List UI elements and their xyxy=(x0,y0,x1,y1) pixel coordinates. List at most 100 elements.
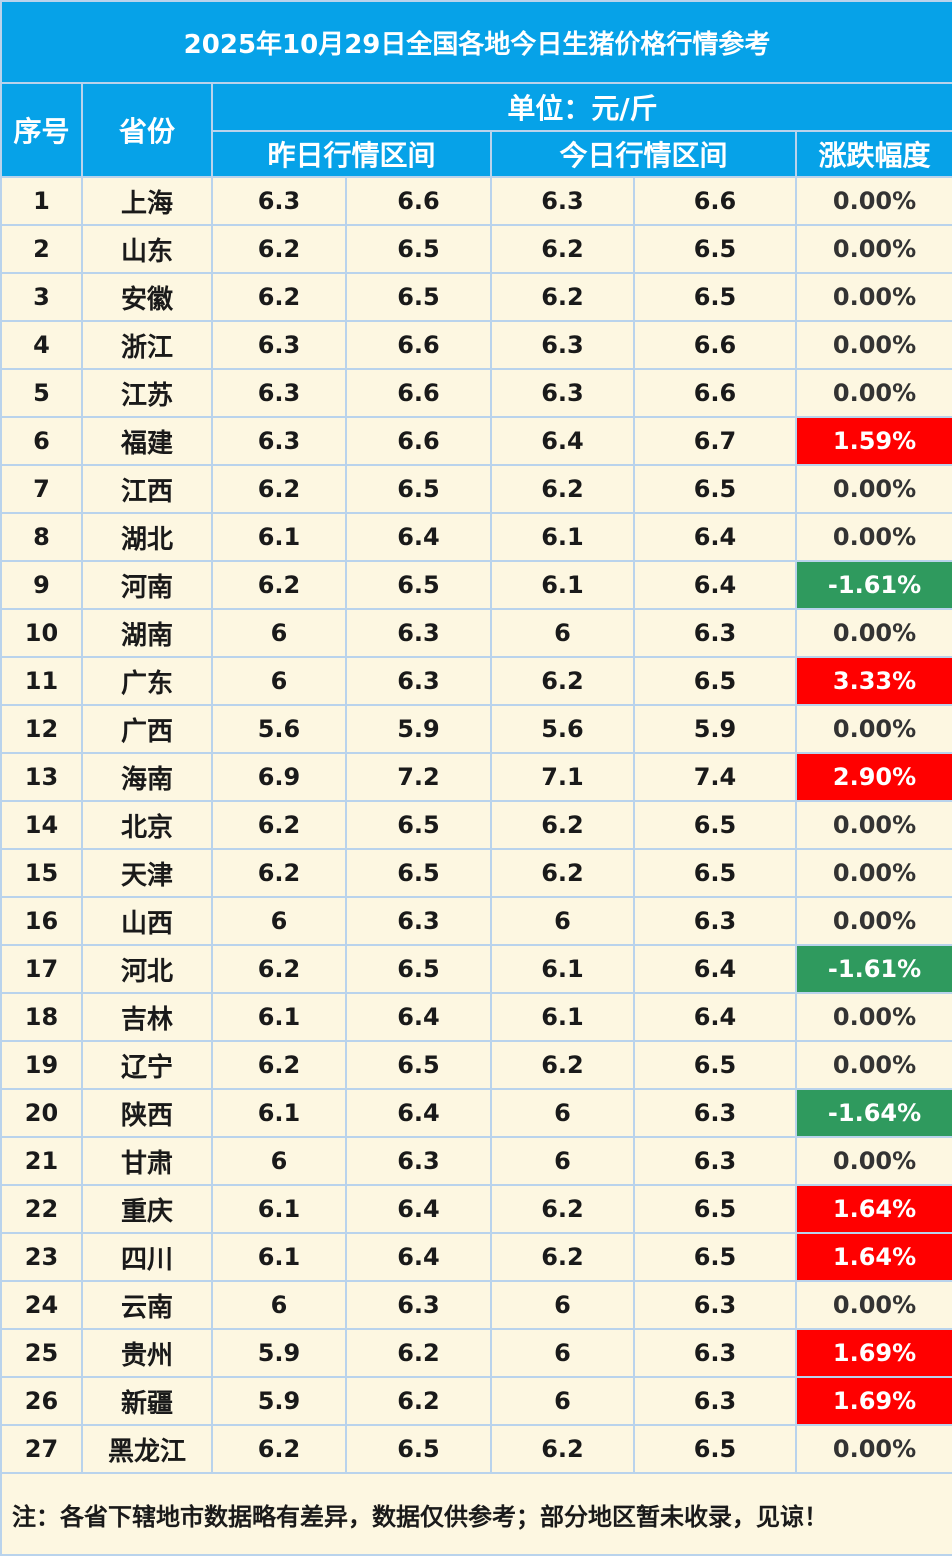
cell-province: 湖南 xyxy=(81,608,213,658)
cell-province: 河南 xyxy=(81,560,213,610)
cell-province: 黑龙江 xyxy=(81,1424,213,1474)
cell-change: 1.69% xyxy=(794,1376,952,1426)
cell-yesterday-high: 6.2 xyxy=(345,1328,492,1378)
cell-yesterday-low: 6.2 xyxy=(211,848,347,898)
cell-yesterday-high: 6.5 xyxy=(345,224,492,274)
cell-yesterday-high: 6.6 xyxy=(345,368,492,418)
cell-change: 0.00% xyxy=(794,464,952,514)
cell-change: 0.00% xyxy=(794,512,952,562)
cell-today-low: 6.2 xyxy=(490,464,635,514)
table-row: 24 云南 6 6.3 6 6.3 0.00% xyxy=(0,1280,952,1330)
cell-yesterday-high: 6.4 xyxy=(345,992,492,1042)
cell-yesterday-high: 6.5 xyxy=(345,800,492,850)
cell-yesterday-high: 6.3 xyxy=(345,1280,492,1330)
cell-province: 河北 xyxy=(81,944,213,994)
cell-today-low: 7.1 xyxy=(490,752,635,802)
table-row: 4 浙江 6.3 6.6 6.3 6.6 0.00% xyxy=(0,320,952,370)
cell-yesterday-high: 6.5 xyxy=(345,1424,492,1474)
table-row: 11 广东 6 6.3 6.2 6.5 3.33% xyxy=(0,656,952,706)
cell-index: 15 xyxy=(0,848,83,898)
cell-change: 0.00% xyxy=(794,896,952,946)
cell-province: 北京 xyxy=(81,800,213,850)
cell-today-high: 7.4 xyxy=(633,752,797,802)
cell-index: 3 xyxy=(0,272,83,322)
cell-today-high: 6.3 xyxy=(633,1280,797,1330)
cell-yesterday-low: 6.9 xyxy=(211,752,347,802)
table-row: 7 江西 6.2 6.5 6.2 6.5 0.00% xyxy=(0,464,952,514)
table-row: 15 天津 6.2 6.5 6.2 6.5 0.00% xyxy=(0,848,952,898)
cell-province: 海南 xyxy=(81,752,213,802)
cell-province: 广东 xyxy=(81,656,213,706)
cell-change: 0.00% xyxy=(794,704,952,754)
cell-change: 0.00% xyxy=(794,368,952,418)
cell-today-high: 6.4 xyxy=(633,512,797,562)
cell-today-low: 6 xyxy=(490,1136,635,1186)
cell-index: 25 xyxy=(0,1328,83,1378)
cell-change: -1.61% xyxy=(794,944,952,994)
cell-today-high: 6.5 xyxy=(633,1184,797,1234)
cell-yesterday-low: 6 xyxy=(211,656,347,706)
cell-yesterday-low: 6 xyxy=(211,1136,347,1186)
cell-province: 甘肃 xyxy=(81,1136,213,1186)
cell-today-low: 6.3 xyxy=(490,176,635,226)
cell-province: 山东 xyxy=(81,224,213,274)
cell-yesterday-high: 6.5 xyxy=(345,848,492,898)
cell-today-low: 5.6 xyxy=(490,704,635,754)
table-row: 10 湖南 6 6.3 6 6.3 0.00% xyxy=(0,608,952,658)
table-row: 12 广西 5.6 5.9 5.6 5.9 0.00% xyxy=(0,704,952,754)
cell-yesterday-low: 6.1 xyxy=(211,1232,347,1282)
cell-yesterday-low: 6.2 xyxy=(211,1040,347,1090)
cell-yesterday-high: 6.3 xyxy=(345,608,492,658)
cell-today-high: 6.4 xyxy=(633,560,797,610)
footnote: 注：各省下辖地市数据略有差异，数据仅供参考；部分地区暂未收录，见谅！ xyxy=(0,1472,952,1556)
cell-today-high: 6.3 xyxy=(633,608,797,658)
cell-today-high: 6.5 xyxy=(633,800,797,850)
table-row: 6 福建 6.3 6.6 6.4 6.7 1.59% xyxy=(0,416,952,466)
table-row: 22 重庆 6.1 6.4 6.2 6.5 1.64% xyxy=(0,1184,952,1234)
table-row: 18 吉林 6.1 6.4 6.1 6.4 0.00% xyxy=(0,992,952,1042)
table-row: 13 海南 6.9 7.2 7.1 7.4 2.90% xyxy=(0,752,952,802)
cell-today-low: 6.1 xyxy=(490,992,635,1042)
table-row: 27 黑龙江 6.2 6.5 6.2 6.5 0.00% xyxy=(0,1424,952,1474)
cell-yesterday-high: 7.2 xyxy=(345,752,492,802)
cell-province: 云南 xyxy=(81,1280,213,1330)
cell-today-low: 6.2 xyxy=(490,848,635,898)
cell-province: 江苏 xyxy=(81,368,213,418)
table-row: 21 甘肃 6 6.3 6 6.3 0.00% xyxy=(0,1136,952,1186)
cell-yesterday-low: 5.9 xyxy=(211,1376,347,1426)
cell-change: 0.00% xyxy=(794,320,952,370)
cell-today-low: 6.1 xyxy=(490,560,635,610)
cell-yesterday-high: 6.3 xyxy=(345,1136,492,1186)
cell-today-low: 6.2 xyxy=(490,272,635,322)
table-row: 8 湖北 6.1 6.4 6.1 6.4 0.00% xyxy=(0,512,952,562)
table-row: 2 山东 6.2 6.5 6.2 6.5 0.00% xyxy=(0,224,952,274)
cell-yesterday-high: 5.9 xyxy=(345,704,492,754)
cell-province: 福建 xyxy=(81,416,213,466)
cell-today-low: 6 xyxy=(490,608,635,658)
cell-today-high: 6.4 xyxy=(633,944,797,994)
cell-yesterday-high: 6.6 xyxy=(345,416,492,466)
cell-yesterday-low: 6.3 xyxy=(211,176,347,226)
table-row: 17 河北 6.2 6.5 6.1 6.4 -1.61% xyxy=(0,944,952,994)
cell-province: 安徽 xyxy=(81,272,213,322)
cell-index: 9 xyxy=(0,560,83,610)
cell-today-low: 6.1 xyxy=(490,944,635,994)
cell-index: 17 xyxy=(0,944,83,994)
cell-province: 广西 xyxy=(81,704,213,754)
cell-index: 23 xyxy=(0,1232,83,1282)
cell-today-low: 6.2 xyxy=(490,1040,635,1090)
cell-today-low: 6.2 xyxy=(490,1184,635,1234)
cell-today-high: 5.9 xyxy=(633,704,797,754)
cell-today-low: 6 xyxy=(490,1376,635,1426)
header-index: 序号 xyxy=(0,82,83,178)
cell-today-high: 6.5 xyxy=(633,272,797,322)
cell-index: 12 xyxy=(0,704,83,754)
cell-yesterday-low: 6.3 xyxy=(211,416,347,466)
table-body: 1 上海 6.3 6.6 6.3 6.6 0.00% 2 山东 6.2 6.5 6.2 6.5 0.00%… xyxy=(0,176,952,1474)
cell-index: 2 xyxy=(0,224,83,274)
cell-yesterday-high: 6.5 xyxy=(345,944,492,994)
cell-province: 浙江 xyxy=(81,320,213,370)
table-row: 9 河南 6.2 6.5 6.1 6.4 -1.61% xyxy=(0,560,952,610)
cell-today-low: 6 xyxy=(490,1280,635,1330)
